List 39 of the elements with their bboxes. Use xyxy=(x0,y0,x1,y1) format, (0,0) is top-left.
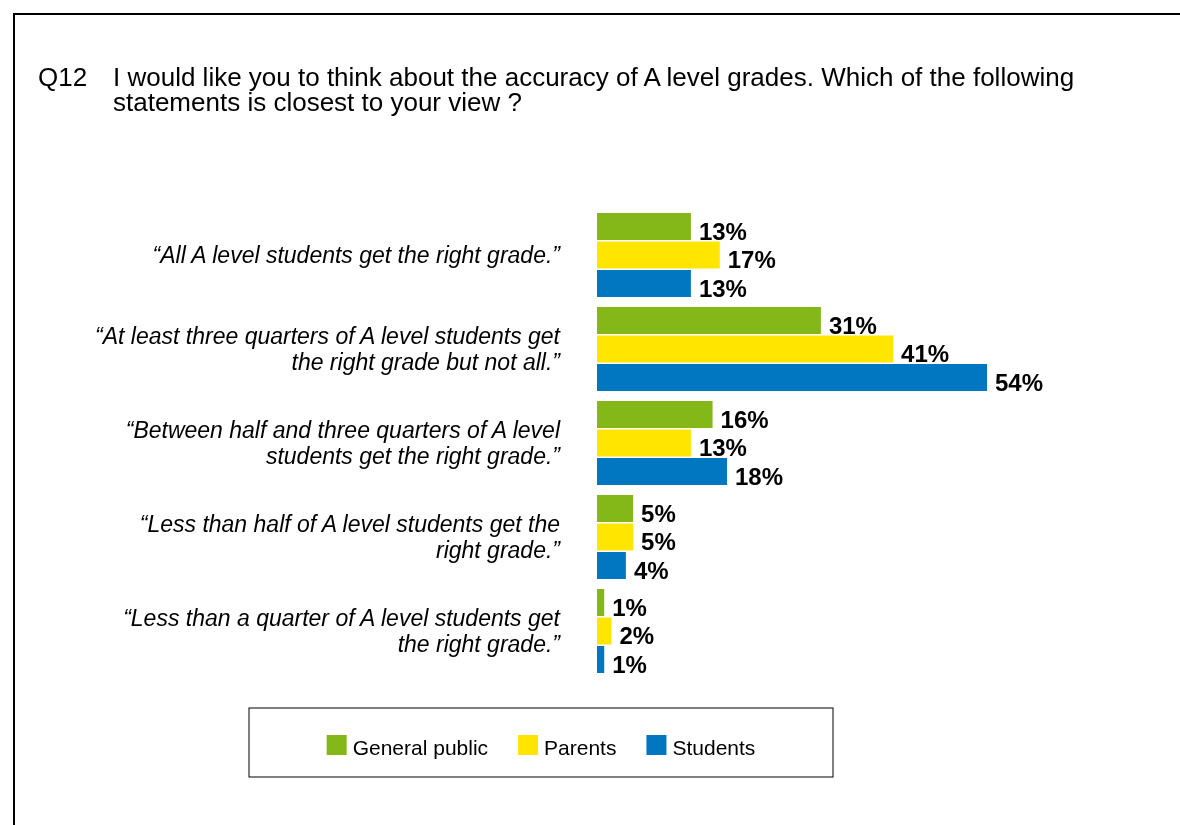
bar xyxy=(597,552,626,579)
data-label: 4% xyxy=(633,556,669,584)
data-label: 41% xyxy=(901,340,950,367)
legend-label: General public xyxy=(352,736,489,759)
bar xyxy=(597,307,821,334)
bar xyxy=(597,401,713,428)
y-tick-label: “Less than half of A level students get the right grade.” xyxy=(139,511,562,563)
data-label: 13% xyxy=(698,434,747,461)
bar xyxy=(597,589,605,616)
bar xyxy=(597,495,634,522)
data-label: 17% xyxy=(727,246,776,273)
data-label: 5% xyxy=(641,528,676,555)
legend-label: Parents xyxy=(544,736,617,759)
data-label: 5% xyxy=(641,499,676,527)
bar xyxy=(597,523,634,551)
legend-label: Students xyxy=(672,736,756,759)
bar xyxy=(597,335,894,363)
data-label: 1% xyxy=(612,650,647,678)
data-label: 16% xyxy=(720,405,769,433)
bar xyxy=(597,458,727,485)
data-label: 54% xyxy=(995,368,1044,396)
bar xyxy=(597,646,605,673)
bar xyxy=(597,364,987,391)
data-label: 13% xyxy=(698,274,747,302)
y-tick-label: “At least three quarters of A level students get the right grade but not all.” xyxy=(95,323,562,375)
data-label: 1% xyxy=(612,593,647,621)
data-label: 18% xyxy=(735,462,784,490)
y-tick-label: “Less than a quarter of A level students get the right grade.” xyxy=(123,605,562,657)
bar xyxy=(597,617,612,645)
chart-title: Q12 I would like you to think about the accuracy of A level grades. Which of the following statements is closest to your view ? xyxy=(38,62,1075,117)
data-label: 2% xyxy=(619,622,655,649)
y-tick-label: “Between half and three quarters of A level students get the right grade.” xyxy=(125,417,562,469)
bar xyxy=(597,429,691,457)
bar xyxy=(597,241,720,269)
bar xyxy=(597,213,691,240)
bar xyxy=(597,270,691,297)
data-label: 31% xyxy=(828,311,877,339)
y-tick-label: “All A level students get the right grade.” xyxy=(152,242,562,268)
data-label: 13% xyxy=(698,217,747,245)
